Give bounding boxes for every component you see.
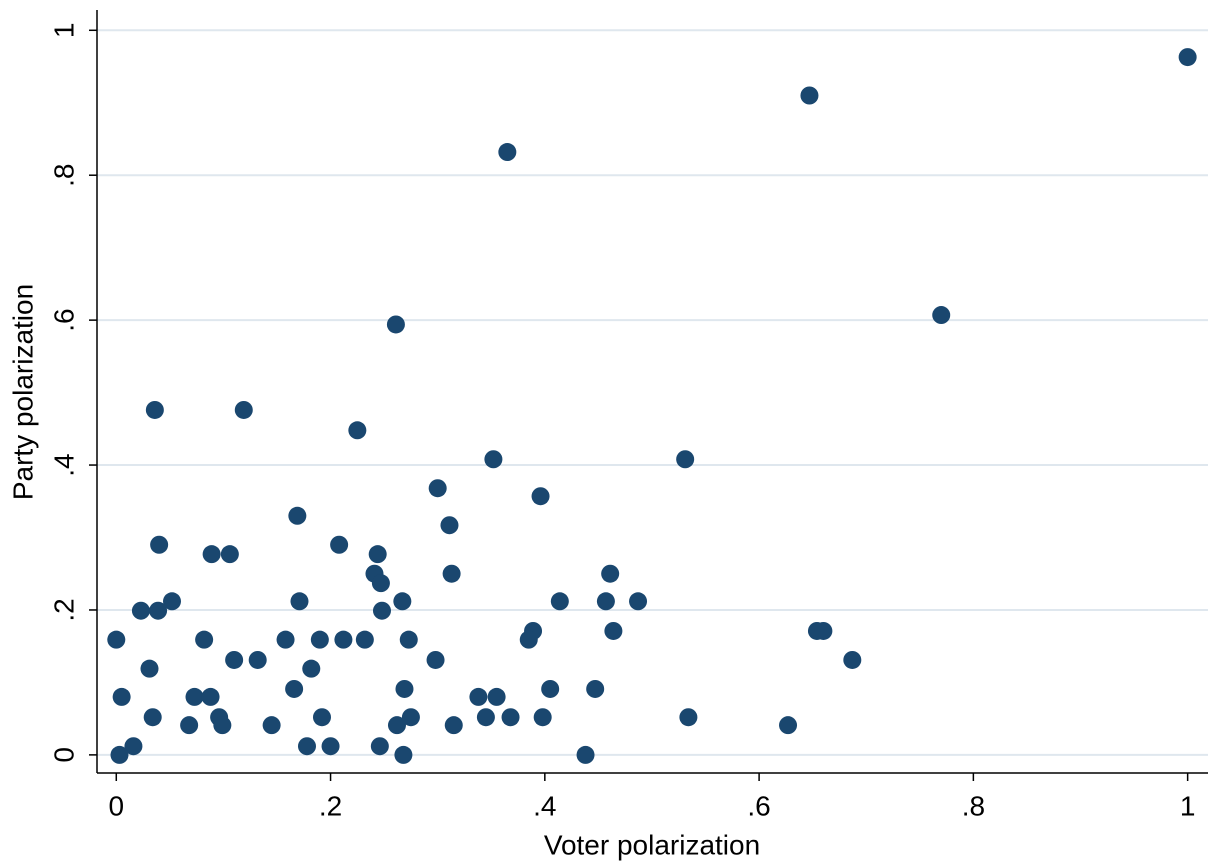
x-tick-label: 1: [1180, 790, 1196, 821]
point: [596, 592, 615, 611]
point: [312, 708, 331, 727]
point: [185, 687, 204, 706]
x-tick-label: .8: [962, 790, 985, 821]
point: [399, 630, 418, 649]
y-tick-label: 1: [48, 22, 79, 38]
point: [180, 716, 199, 735]
point: [426, 650, 445, 669]
point: [519, 630, 538, 649]
point: [586, 679, 605, 698]
point: [112, 687, 131, 706]
point: [334, 630, 353, 649]
point: [234, 400, 253, 419]
point: [145, 400, 164, 419]
point: [533, 708, 552, 727]
point: [143, 708, 162, 727]
point: [1178, 48, 1197, 67]
point: [629, 592, 648, 611]
point: [310, 630, 329, 649]
y-tick-label: .6: [48, 308, 79, 331]
point: [149, 601, 168, 620]
point: [297, 737, 316, 756]
y-axis-title: Party polarization: [7, 284, 38, 500]
point: [386, 315, 405, 334]
point: [604, 621, 623, 640]
point: [202, 545, 221, 564]
point: [162, 592, 181, 611]
point: [371, 574, 390, 593]
point: [779, 716, 798, 735]
point: [372, 601, 391, 620]
x-axis-title: Voter polarization: [544, 829, 760, 860]
point: [800, 86, 819, 105]
point: [440, 516, 459, 535]
point: [387, 716, 406, 735]
point: [248, 650, 267, 669]
x-tick-label: .6: [747, 790, 770, 821]
point: [262, 716, 281, 735]
x-tick-label: 0: [108, 790, 124, 821]
point: [550, 592, 569, 611]
point: [469, 687, 488, 706]
point: [321, 737, 340, 756]
point: [679, 708, 698, 727]
point: [428, 479, 447, 498]
point: [355, 630, 374, 649]
point: [444, 716, 463, 735]
point: [484, 450, 503, 469]
point: [195, 630, 214, 649]
point: [501, 708, 520, 727]
point: [288, 506, 307, 525]
point: [498, 143, 517, 162]
point: [330, 535, 349, 554]
point: [370, 737, 389, 756]
point: [110, 745, 129, 764]
point: [290, 592, 309, 611]
point: [601, 564, 620, 583]
point: [124, 737, 143, 756]
point: [843, 650, 862, 669]
x-tick-label: .4: [533, 790, 556, 821]
point: [676, 450, 695, 469]
point: [107, 630, 126, 649]
x-tick-label: .2: [319, 790, 342, 821]
point: [276, 630, 295, 649]
point: [368, 545, 387, 564]
point: [150, 535, 169, 554]
point: [213, 716, 232, 735]
point: [348, 421, 367, 440]
point: [140, 659, 159, 678]
point: [541, 679, 560, 698]
point: [285, 679, 304, 698]
y-tick-label: 0: [48, 747, 79, 763]
point: [531, 487, 550, 506]
point: [225, 650, 244, 669]
point: [576, 745, 595, 764]
point: [394, 745, 413, 764]
point: [131, 601, 150, 620]
point: [395, 679, 414, 698]
point: [476, 708, 495, 727]
point: [487, 687, 506, 706]
y-tick-label: .8: [48, 164, 79, 187]
point: [442, 564, 461, 583]
point: [932, 306, 951, 325]
point: [201, 687, 220, 706]
point: [302, 659, 321, 678]
point: [401, 708, 420, 727]
point: [814, 621, 833, 640]
y-tick-label: .2: [48, 598, 79, 621]
point: [393, 592, 412, 611]
point: [220, 545, 239, 564]
y-tick-label: .4: [48, 453, 79, 476]
